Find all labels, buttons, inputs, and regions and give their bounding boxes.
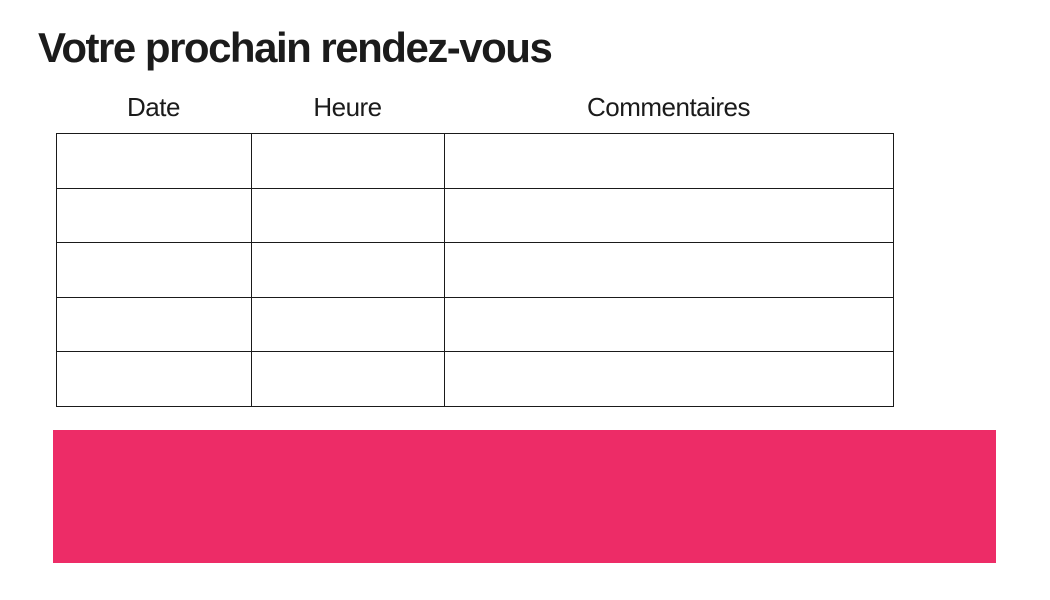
table-cell-heure: [251, 351, 445, 407]
column-header-heure: Heure: [313, 92, 382, 122]
column-header-date: Date: [127, 92, 180, 122]
table-cell-commentaires: [444, 351, 894, 407]
table-cell-heure: [251, 133, 445, 189]
table-cell-date: [56, 242, 252, 298]
table-cell-date: [56, 296, 252, 353]
table-row: [56, 296, 894, 353]
table-row: [56, 133, 894, 189]
table-cell-date: [56, 351, 252, 407]
page-title: Votre prochain rendez-vous: [38, 24, 553, 71]
column-header-commentaires: Commentaires: [586, 92, 751, 122]
table-cell-commentaires: [444, 133, 894, 189]
appointments-table-body: [56, 133, 894, 407]
table-cell-commentaires: [444, 296, 894, 353]
table-row: [56, 187, 894, 244]
table-cell-date: [56, 187, 252, 244]
table-cell-heure: [251, 296, 445, 353]
table-cell-heure: [251, 242, 445, 298]
appointments-table: [56, 133, 894, 407]
table-cell-heure: [251, 187, 445, 244]
table-cell-commentaires: [444, 242, 894, 298]
table-row: [56, 242, 894, 298]
table-row: [56, 351, 894, 407]
table-column-headers: Date Heure Commentaires: [56, 92, 893, 123]
table-cell-commentaires: [444, 187, 894, 244]
table-cell-date: [56, 133, 252, 189]
accent-banner: [53, 430, 996, 563]
